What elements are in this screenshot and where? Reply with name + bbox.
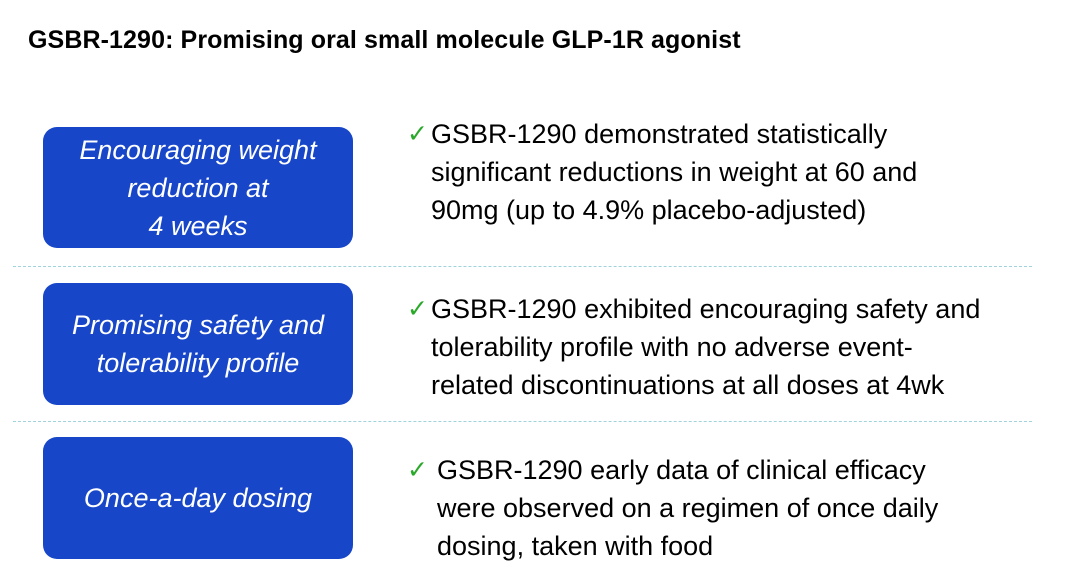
highlight-label-dosing: Once-a-day dosing <box>43 437 353 559</box>
finding-weight-reduction: ✓ GSBR-1290 demonstrated statistically s… <box>407 115 1067 229</box>
finding-text: GSBR-1290 exhibited encouraging safety a… <box>431 294 981 400</box>
row-divider <box>13 421 1032 422</box>
finding-text: GSBR-1290 early data of clinical efficac… <box>437 455 939 561</box>
finding-dosing: ✓ GSBR-1290 early data of clinical effic… <box>407 451 1067 565</box>
highlight-label-text: Promising safety and tolerability profil… <box>71 310 325 378</box>
checkmark-icon: ✓ <box>407 120 428 148</box>
highlight-label-text: Encouraging weight reduction at 4 weeks <box>79 134 317 241</box>
row-divider <box>13 266 1032 267</box>
highlight-label-weight-reduction: Encouraging weight reduction at 4 weeks <box>43 127 353 248</box>
slide-title: GSBR-1290: Promising oral small molecule… <box>28 26 741 54</box>
finding-safety: ✓ GSBR-1290 exhibited encouraging safety… <box>407 290 1067 404</box>
finding-text: GSBR-1290 demonstrated statistically sig… <box>431 119 918 225</box>
checkmark-icon: ✓ <box>407 295 428 323</box>
highlight-label-safety: Promising safety and tolerability profil… <box>43 283 353 405</box>
highlight-label-text: Once-a-day dosing <box>83 483 313 513</box>
checkmark-icon: ✓ <box>407 456 428 484</box>
